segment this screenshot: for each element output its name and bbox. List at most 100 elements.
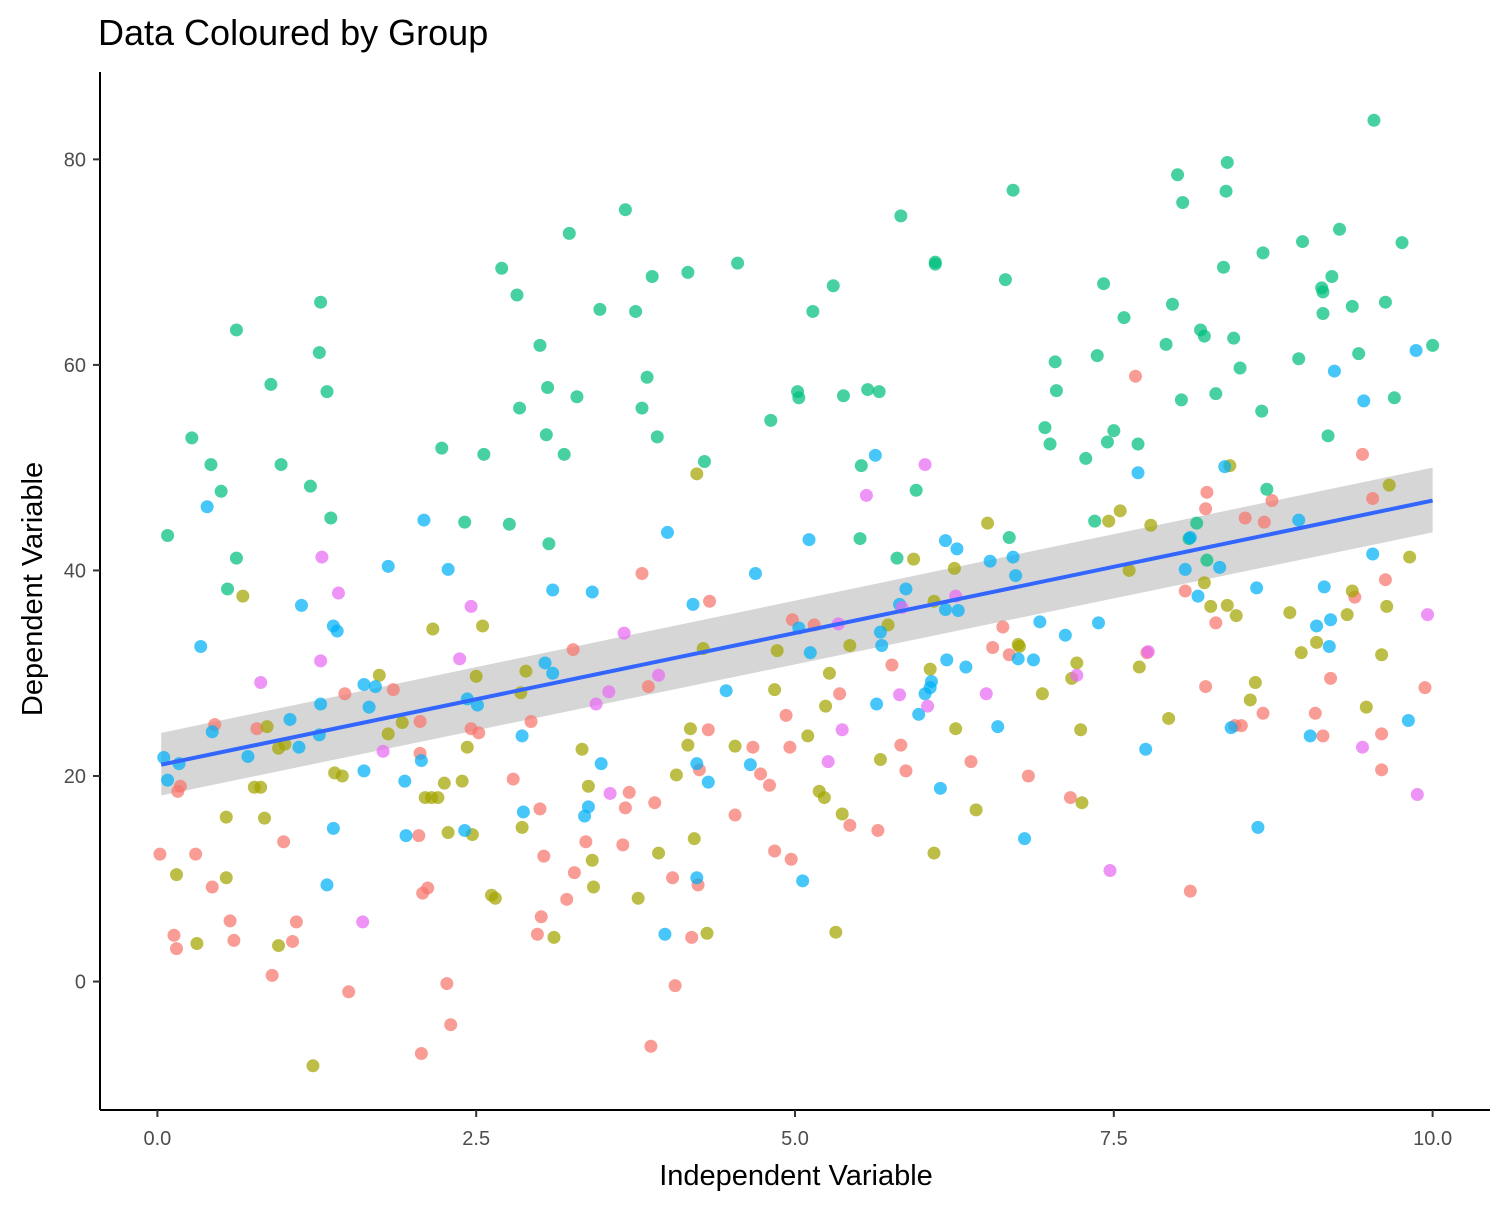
- data-point-group-3: [1107, 424, 1121, 438]
- data-point-group-2: [395, 716, 409, 730]
- data-point-group-3: [890, 551, 904, 565]
- data-point-group-2: [801, 729, 815, 743]
- data-point-group-2: [1162, 711, 1176, 725]
- data-point-group-1: [566, 643, 580, 657]
- y-tick-label: 20: [64, 766, 86, 788]
- data-point-group-4: [1213, 560, 1227, 574]
- data-point-group-1: [1021, 769, 1035, 783]
- x-axis-title: Independent Variable: [659, 1160, 933, 1192]
- data-point-group-1: [444, 1018, 458, 1032]
- data-point-group-2: [581, 779, 595, 793]
- data-point-group-3: [495, 261, 509, 275]
- data-point-group-3: [1171, 168, 1185, 182]
- data-point-group-3: [826, 279, 840, 293]
- data-point-group-4: [320, 878, 334, 892]
- data-point-group-2: [652, 846, 666, 860]
- data-point-group-1: [530, 927, 544, 941]
- data-point-group-5: [356, 915, 370, 929]
- x-tick-label: 7.5: [1100, 1128, 1128, 1150]
- data-point-group-1: [1256, 706, 1270, 720]
- data-point-group-2: [260, 720, 274, 734]
- data-point-group-1: [622, 785, 636, 799]
- data-point-group-3: [510, 288, 524, 302]
- data-point-group-1: [534, 910, 548, 924]
- data-point-group-3: [928, 257, 942, 271]
- data-point-group-4: [357, 764, 371, 778]
- data-point-group-2: [822, 666, 836, 680]
- data-point-group-1: [533, 802, 547, 816]
- data-point-group-1: [173, 779, 187, 793]
- data-point-group-1: [421, 881, 435, 895]
- data-point-group-3: [1378, 295, 1392, 309]
- data-point-group-2: [1380, 599, 1394, 613]
- data-point-group-1: [440, 977, 454, 991]
- trend-line: [160, 498, 1434, 767]
- data-point-group-2: [1132, 660, 1146, 674]
- data-point-group-3: [1043, 437, 1057, 451]
- data-point-group-1: [616, 838, 630, 852]
- data-point-group-1: [286, 934, 300, 948]
- data-point-group-2: [829, 925, 843, 939]
- data-point-group-3: [161, 529, 175, 543]
- data-point-group-3: [1159, 337, 1173, 351]
- data-point-group-3: [312, 346, 326, 360]
- data-point-group-2: [272, 939, 286, 953]
- data-point-group-4: [157, 750, 171, 764]
- data-point-group-1: [996, 620, 1010, 634]
- data-point-group-1: [703, 594, 717, 608]
- data-point-group-4: [458, 823, 472, 837]
- data-point-group-1: [1355, 447, 1369, 461]
- data-point-group-1: [386, 683, 400, 697]
- data-point-group-4: [368, 680, 382, 694]
- data-point-group-1: [641, 680, 655, 694]
- data-point-group-1: [506, 772, 520, 786]
- data-point-group-3: [1260, 482, 1274, 496]
- data-point-group-4: [362, 700, 376, 714]
- data-point-group-4: [538, 656, 552, 670]
- data-point-group-1: [524, 715, 538, 729]
- data-point-group-2: [768, 683, 782, 697]
- data-point-group-1: [762, 778, 776, 792]
- data-point-group-4: [743, 758, 757, 772]
- data-point-group-1: [167, 928, 181, 942]
- data-point-group-1: [964, 755, 978, 769]
- data-point-group-3: [1038, 421, 1052, 435]
- data-point-group-5: [464, 599, 478, 613]
- data-point-group-2: [1122, 563, 1136, 577]
- data-point-group-4: [938, 602, 952, 616]
- data-point-group-4: [1401, 713, 1415, 727]
- data-point-group-4: [357, 678, 371, 692]
- data-point-group-4: [1327, 364, 1341, 378]
- data-point-group-2: [728, 739, 742, 753]
- data-point-group-4: [803, 646, 817, 660]
- data-point-group-1: [567, 866, 581, 880]
- data-point-group-3: [502, 517, 516, 531]
- data-point-group-3: [221, 582, 235, 596]
- data-point-group-4: [1292, 513, 1306, 527]
- data-point-group-2: [687, 832, 701, 846]
- axes-layer: 0.0 2.5 5.0 7.5 10.0 0 20 40 60 80: [64, 72, 1490, 1150]
- data-point-group-2: [907, 552, 921, 566]
- data-point-group-3: [557, 447, 571, 461]
- data-point-group-5: [1070, 668, 1084, 682]
- data-point-group-4: [870, 697, 884, 711]
- data-point-group-2: [1403, 550, 1417, 564]
- data-point-group-5: [859, 488, 873, 502]
- data-point-group-4: [194, 639, 208, 653]
- data-point-group-5: [315, 550, 329, 564]
- data-point-group-2: [1294, 646, 1308, 660]
- data-point-group-2: [1075, 796, 1089, 810]
- data-point-group-2: [587, 880, 601, 894]
- data-point-group-4: [940, 653, 954, 667]
- data-point-group-4: [748, 567, 762, 581]
- data-point-group-3: [1387, 391, 1401, 405]
- data-point-group-1: [1183, 884, 1197, 898]
- data-point-group-2: [927, 846, 941, 860]
- data-point-group-1: [668, 979, 682, 993]
- data-point-group-4: [899, 582, 913, 596]
- data-point-group-4: [1310, 619, 1324, 633]
- data-point-group-1: [783, 740, 797, 754]
- data-point-group-5: [652, 668, 666, 682]
- data-point-group-1: [746, 740, 760, 754]
